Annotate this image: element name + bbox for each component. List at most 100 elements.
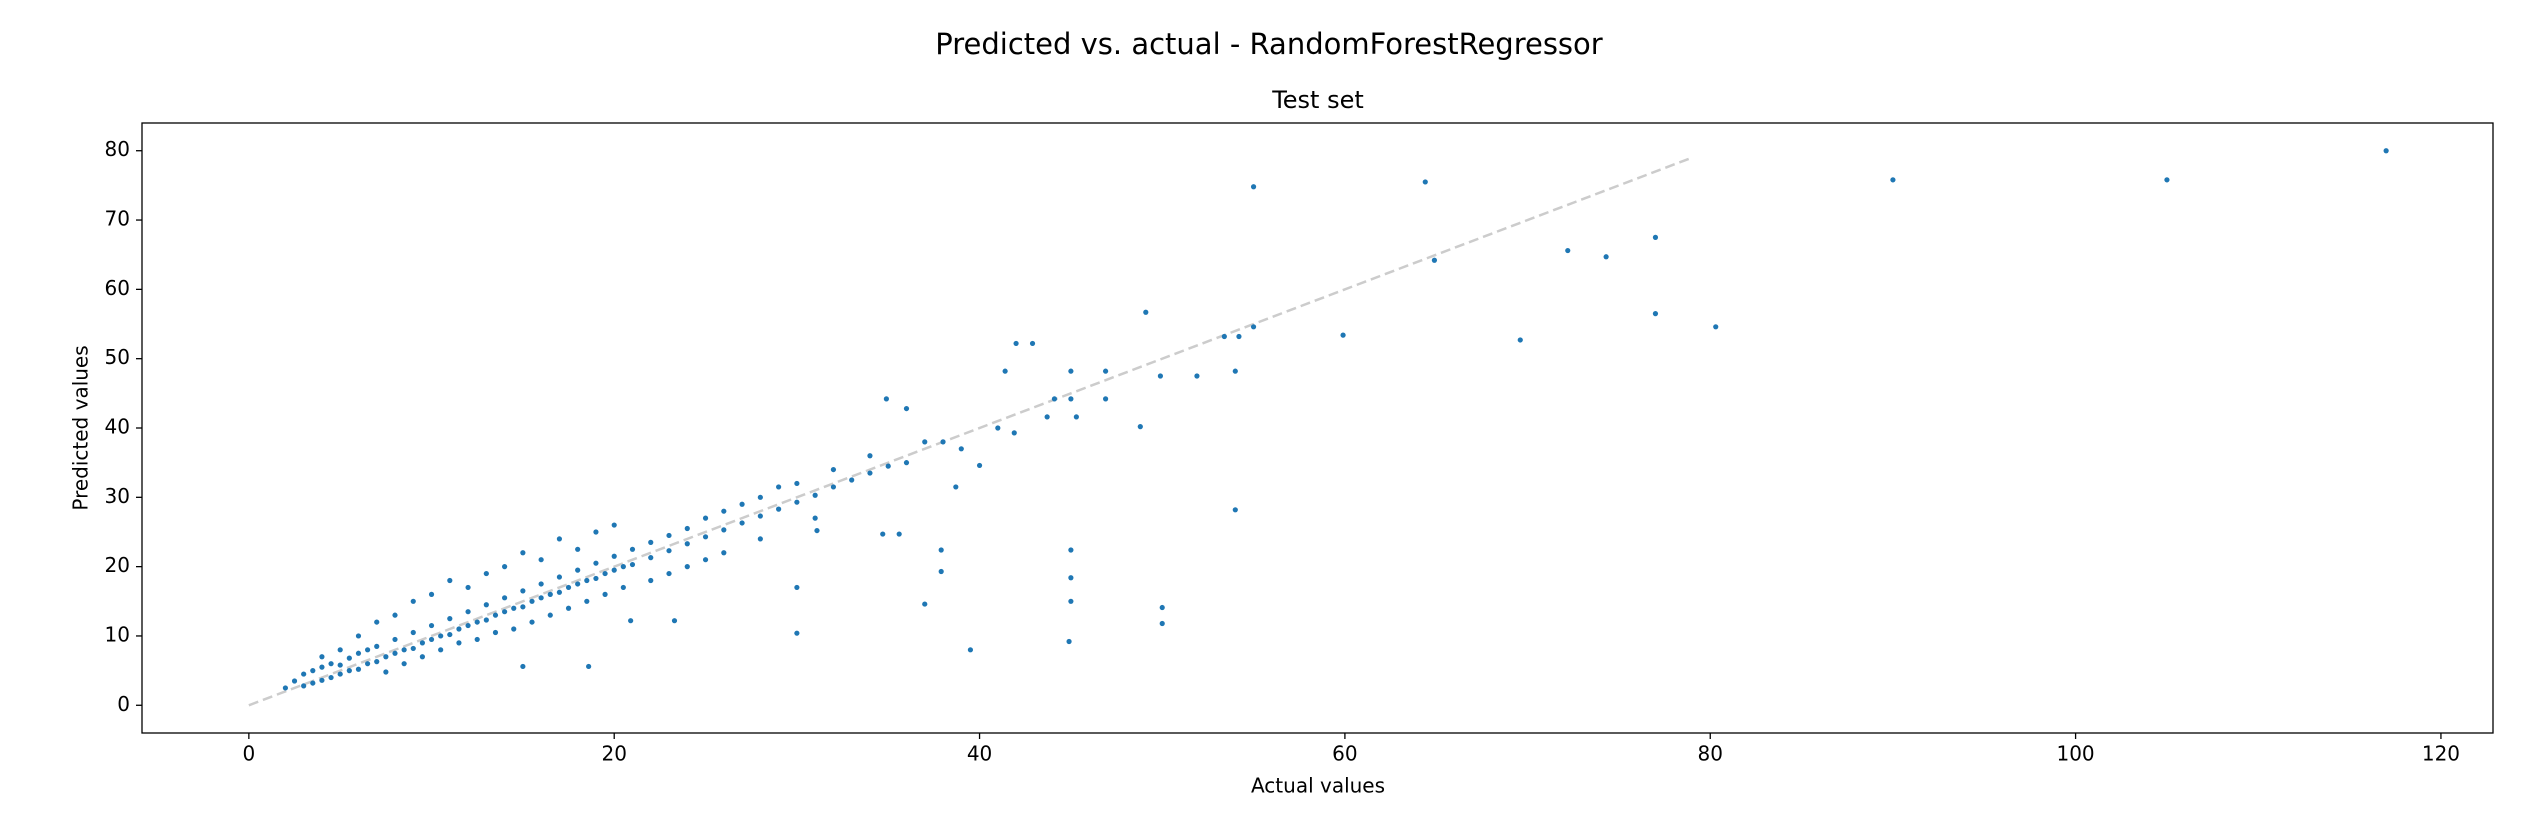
- scatter-point: [346, 655, 352, 661]
- scatter-point: [428, 636, 435, 643]
- scatter-point: [1157, 373, 1164, 379]
- scatter-point: [511, 626, 517, 632]
- scatter-point: [1051, 396, 1058, 402]
- scatter-point: [575, 567, 581, 573]
- scatter-point: [565, 605, 572, 611]
- scatter-point: [757, 494, 763, 500]
- scatter-point: [1159, 620, 1165, 627]
- scatter-point: [1603, 254, 1609, 260]
- scatter-point: [721, 527, 727, 533]
- scatter-point: [401, 661, 407, 667]
- scatter-point: [355, 633, 362, 639]
- scatter-point: [1068, 598, 1074, 604]
- scatter-point: [291, 678, 298, 684]
- scatter-point: [328, 661, 334, 667]
- scatter-point: [1340, 332, 1346, 338]
- scatter-point: [1652, 311, 1659, 317]
- plot-frame: [141, 122, 2494, 734]
- scatter-point: [976, 462, 983, 469]
- scatter-point: [885, 463, 891, 469]
- scatter-point: [383, 654, 389, 660]
- scatter-point: [666, 548, 672, 554]
- scatter-point: [365, 647, 371, 653]
- x-tick-label: 60: [1332, 742, 1357, 766]
- scatter-point: [648, 539, 654, 545]
- scatter-point: [611, 567, 617, 573]
- scatter-point: [940, 439, 946, 445]
- scatter-point: [456, 640, 462, 646]
- scatter-point: [483, 602, 489, 608]
- scatter-point: [721, 508, 727, 514]
- scatter-point: [953, 484, 959, 490]
- scatter-point: [739, 520, 745, 526]
- scatter-point: [629, 561, 636, 568]
- scatter-point: [867, 453, 873, 459]
- scatter-point: [666, 570, 672, 577]
- scatter-point: [684, 541, 690, 547]
- scatter-point: [1232, 507, 1238, 513]
- scatter-point: [1422, 179, 1428, 185]
- scatter-point: [511, 605, 517, 611]
- scatter-point: [483, 617, 489, 623]
- scatter-point: [392, 636, 398, 643]
- scatter-point: [310, 668, 316, 674]
- y-tick-label: 50: [105, 345, 130, 369]
- y-tick-label: 40: [105, 415, 130, 439]
- y-tick-label: 30: [105, 484, 130, 508]
- scatter-point: [374, 659, 380, 665]
- scatter-point: [374, 643, 380, 649]
- scatter-point: [355, 650, 362, 656]
- scatter-point: [903, 460, 910, 466]
- scatter-point: [492, 612, 499, 618]
- scatter-point: [538, 557, 544, 563]
- scatter-point: [995, 425, 1001, 431]
- x-tick-label: 40: [967, 742, 992, 766]
- scatter-point: [666, 532, 672, 539]
- scatter-point: [401, 647, 407, 653]
- scatter-point: [1102, 396, 1109, 402]
- y-tick-label: 70: [105, 207, 130, 231]
- scatter-point: [684, 525, 690, 532]
- scatter-point: [474, 619, 480, 625]
- scatter-point: [502, 609, 508, 615]
- scatter-point: [337, 671, 343, 677]
- scatter-point: [602, 591, 608, 597]
- scatter-point: [702, 534, 709, 540]
- scatter-point: [1250, 324, 1257, 330]
- scatter-point: [547, 591, 553, 597]
- scatter-point: [465, 584, 471, 591]
- scatter-point: [702, 557, 709, 563]
- scatter-point: [438, 633, 444, 639]
- scatter-point: [1102, 368, 1109, 374]
- scatter-point: [1068, 547, 1074, 553]
- scatter-point: [628, 618, 634, 624]
- scatter-point: [830, 484, 837, 490]
- scatter-point: [428, 622, 435, 629]
- scatter-point: [474, 636, 480, 643]
- scatter-point: [556, 574, 563, 580]
- scatter-point: [392, 650, 398, 656]
- scatter-point: [465, 609, 471, 615]
- scatter-point: [776, 506, 782, 512]
- scatter-point: [1068, 368, 1074, 374]
- scatter-point: [739, 501, 745, 507]
- scatter-point: [584, 598, 590, 604]
- scatter-point: [2164, 177, 2170, 183]
- scatter-point: [757, 536, 763, 542]
- scatter-point: [520, 588, 526, 594]
- scatter-point: [502, 595, 508, 601]
- scatter-point: [575, 546, 581, 552]
- reference-line: [248, 156, 1693, 707]
- scatter-point: [1713, 324, 1719, 330]
- scatter-point: [374, 619, 380, 625]
- scatter-point: [492, 629, 499, 636]
- scatter-point: [392, 612, 398, 618]
- scatter-point: [1565, 247, 1571, 254]
- scatter-point: [520, 663, 526, 670]
- scatter-point: [1002, 368, 1008, 374]
- scatter-point: [593, 529, 599, 535]
- scatter-point: [301, 683, 307, 689]
- scatter-point: [903, 405, 910, 412]
- x-tick-label: 100: [2056, 742, 2094, 766]
- scatter-point: [310, 680, 316, 686]
